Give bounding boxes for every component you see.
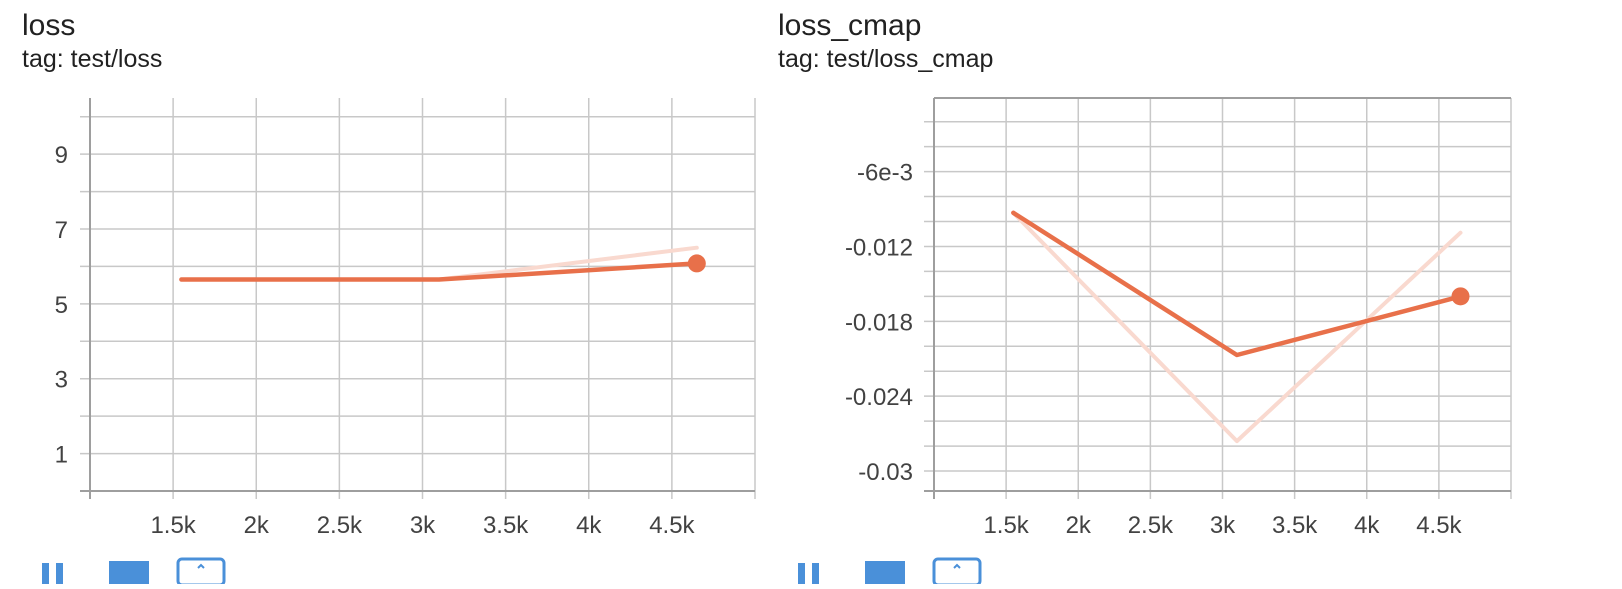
y-tick-label: 5	[55, 292, 68, 319]
series-end-marker	[687, 254, 706, 273]
series-line-raw	[1011, 210, 1463, 444]
x-tick-label: 2.5k	[317, 512, 363, 539]
series-line-smoothed	[179, 261, 700, 282]
x-tick-label: 2.5k	[1128, 512, 1174, 539]
y-tick-label: 9	[55, 142, 68, 169]
chart-tag-loss: tag: test/loss	[22, 45, 163, 73]
x-tick-label: 3k	[410, 512, 436, 539]
x-tick-label: 1.5k	[150, 512, 196, 539]
y-tick-label: 1	[55, 442, 68, 469]
x-tick-label: 3k	[1210, 512, 1236, 539]
x-tick-label: 2k	[1066, 512, 1092, 539]
series-line-smoothed	[1011, 210, 1463, 358]
chart-tag-loss-cmap: tag: test/loss_cmap	[778, 45, 994, 73]
x-tick-label: 4k	[1354, 512, 1380, 539]
x-tick-label: 1.5k	[983, 512, 1029, 539]
expand-icon[interactable]	[40, 560, 76, 584]
fit-domain-icon[interactable]	[932, 556, 982, 587]
expand-icon[interactable]	[796, 560, 832, 584]
x-tick-label: 4.5k	[649, 512, 695, 539]
x-tick-label: 2k	[244, 512, 270, 539]
y-tick-label: -0.024	[845, 384, 913, 411]
chart-title-loss: loss	[22, 9, 76, 42]
y-tick-label: -6e-3	[857, 160, 913, 187]
y-tick-label: -0.03	[858, 459, 913, 486]
chart-title-loss-cmap: loss_cmap	[778, 9, 922, 42]
x-tick-label: 3.5k	[483, 512, 529, 539]
data-table-icon[interactable]	[864, 560, 906, 584]
y-tick-label: -0.018	[845, 309, 913, 336]
data-table-icon[interactable]	[108, 560, 150, 584]
y-tick-label: 3	[55, 367, 68, 394]
series-end-marker	[1451, 287, 1470, 306]
x-tick-label: 4.5k	[1416, 512, 1462, 539]
x-tick-label: 3.5k	[1272, 512, 1318, 539]
plot-0: 1.5k 2k 2.5k 3k 3.5k 4k 4.5k 1 3 5 7 9	[55, 98, 756, 539]
plot-1: 1.5k 2k 2.5k 3k 3.5k 4k 4.5k -6e-3 -0.012 -0.018 -…	[845, 97, 1512, 539]
y-tick-label: -0.012	[845, 234, 913, 261]
y-tick-label: 7	[55, 217, 68, 244]
x-tick-label: 4k	[576, 512, 602, 539]
fit-domain-icon[interactable]	[176, 556, 226, 587]
series-line-raw	[179, 245, 699, 282]
